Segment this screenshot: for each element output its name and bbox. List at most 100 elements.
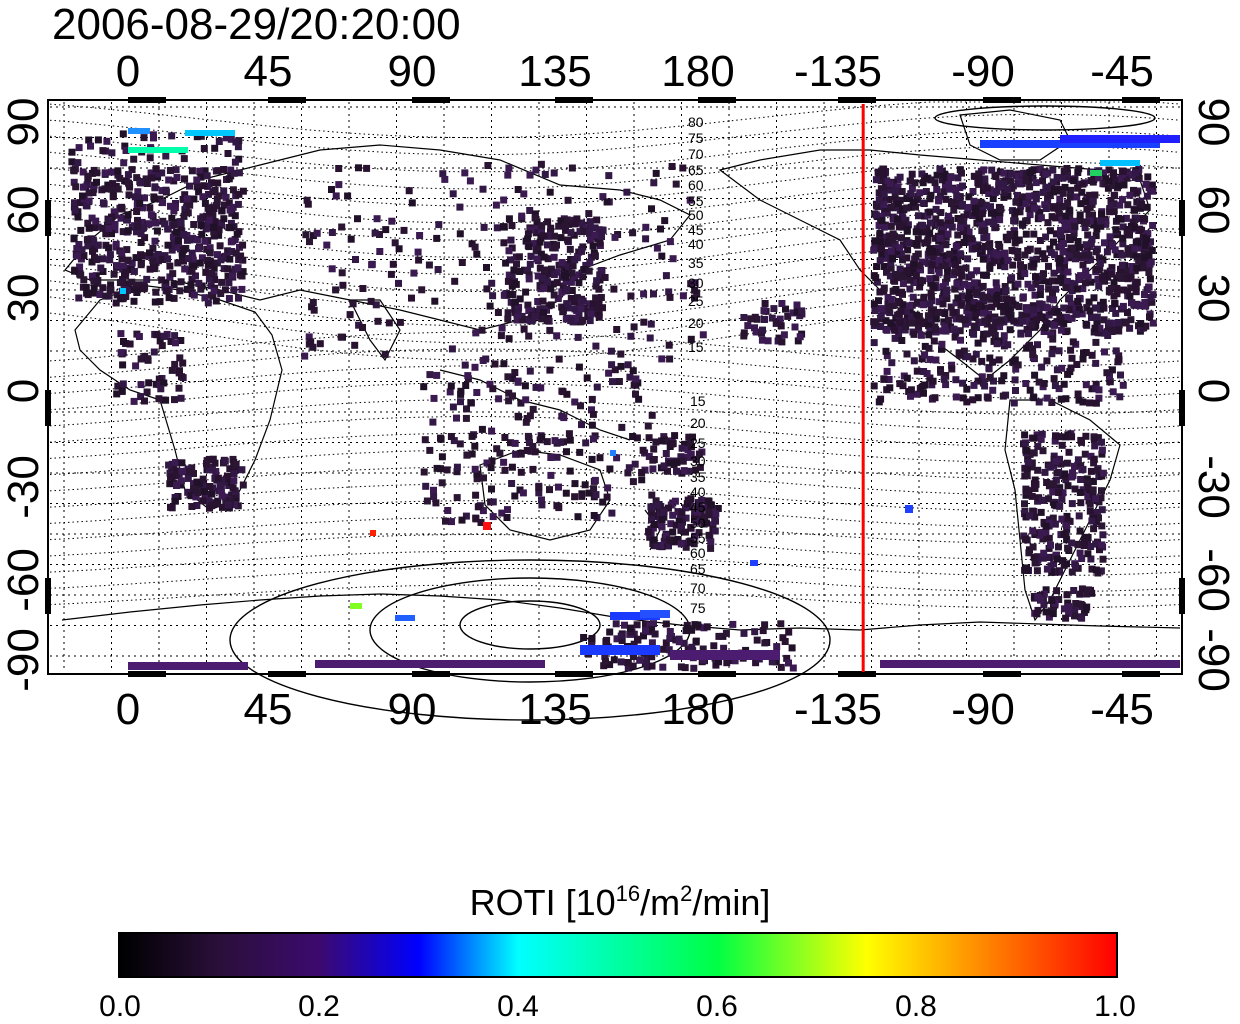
roti-cell	[1035, 494, 1043, 502]
roti-cell	[512, 450, 520, 458]
roti-cell	[889, 236, 897, 244]
roti-cell	[1104, 332, 1112, 339]
roti-cell	[192, 493, 200, 501]
roti-cell	[946, 250, 954, 258]
roti-cell	[1086, 191, 1094, 199]
roti-cell	[218, 492, 226, 500]
roti-cell	[473, 250, 481, 258]
roti-cell	[1093, 313, 1101, 321]
roti-cell	[166, 167, 174, 174]
roti-cell	[1086, 399, 1094, 407]
roti-cell-high	[750, 560, 758, 566]
roti-cell	[309, 232, 317, 240]
roti-cell	[432, 499, 440, 507]
roti-cell	[140, 134, 148, 142]
roti-cell	[1065, 603, 1073, 611]
roti-cell	[461, 169, 469, 177]
roti-cell	[649, 465, 657, 473]
roti-cell	[1145, 269, 1153, 276]
roti-cell	[1021, 566, 1029, 574]
roti-cell-high	[1060, 135, 1180, 143]
roti-cell	[898, 337, 906, 344]
roti-cell	[363, 164, 371, 172]
roti-cell	[201, 237, 209, 245]
roti-cell	[673, 458, 681, 466]
roti-cell	[359, 324, 366, 331]
roti-cell	[1133, 214, 1141, 222]
roti-cell	[1029, 543, 1037, 551]
roti-cell	[1099, 298, 1107, 306]
roti-cell	[524, 235, 532, 243]
roti-cell	[1108, 366, 1116, 374]
roti-cell	[130, 297, 138, 305]
roti-cell	[210, 264, 218, 272]
roti-cell	[118, 203, 126, 211]
roti-cell	[486, 380, 494, 388]
colorbar-tick-label: 0.4	[497, 990, 539, 1023]
roti-cell	[923, 175, 931, 183]
roti-cell	[1093, 319, 1101, 327]
roti-cell	[447, 433, 455, 440]
roti-cell	[592, 491, 600, 499]
roti-cell	[208, 490, 216, 498]
roti-cell	[965, 288, 973, 296]
roti-cell	[1090, 217, 1098, 225]
roti-cell	[117, 349, 125, 357]
roti-cell	[1034, 443, 1042, 450]
roti-cell	[562, 268, 570, 276]
roti-cell	[207, 282, 215, 290]
roti-cell	[197, 173, 205, 181]
roti-cell	[630, 640, 638, 648]
roti-cell	[1094, 174, 1102, 182]
roti-cell	[234, 143, 242, 151]
roti-cell	[227, 219, 235, 227]
colorbar	[118, 932, 1118, 978]
roti-cell	[232, 460, 240, 468]
roti-cell	[1049, 488, 1057, 496]
roti-cell	[177, 278, 185, 286]
roti-cell-high	[350, 603, 362, 609]
roti-cell	[1071, 462, 1078, 470]
roti-cell	[910, 279, 918, 286]
roti-cell	[1092, 265, 1100, 273]
roti-cell	[593, 277, 601, 285]
roti-cell	[944, 216, 952, 224]
roti-cell	[239, 481, 247, 489]
roti-cell	[198, 254, 206, 262]
roti-cell	[1006, 326, 1014, 334]
roti-cell	[870, 300, 878, 308]
roti-cell	[919, 179, 927, 187]
roti-cell	[415, 256, 423, 264]
roti-cell	[1060, 167, 1068, 175]
roti-cell	[1078, 585, 1086, 593]
roti-cell	[78, 246, 86, 254]
roti-cell	[1077, 476, 1085, 483]
roti-cell	[597, 267, 605, 275]
roti-cell	[143, 275, 151, 283]
roti-cell	[150, 195, 158, 203]
roti-cell	[90, 277, 98, 285]
roti-cell	[1050, 269, 1058, 277]
roti-cell	[161, 283, 169, 291]
roti-cell	[696, 463, 704, 471]
roti-cell	[880, 284, 888, 292]
roti-cell	[592, 282, 600, 290]
roti-cell	[591, 231, 599, 239]
roti-cell	[165, 461, 173, 469]
roti-cell	[301, 352, 309, 360]
roti-cell	[514, 186, 522, 193]
roti-cell	[932, 215, 940, 223]
roti-cell	[629, 478, 637, 486]
roti-cell	[1004, 185, 1012, 193]
roti-cell	[1090, 525, 1098, 533]
roti-cell	[381, 350, 389, 358]
roti-cell	[686, 538, 694, 546]
roti-cell	[563, 286, 571, 294]
roti-cell	[130, 397, 138, 405]
roti-cell	[938, 345, 945, 353]
roti-cell	[1074, 297, 1082, 305]
x-bottom-tick: 90	[387, 685, 437, 734]
roti-cell	[585, 300, 593, 308]
roti-cell	[570, 273, 578, 281]
roti-cell	[604, 484, 612, 492]
